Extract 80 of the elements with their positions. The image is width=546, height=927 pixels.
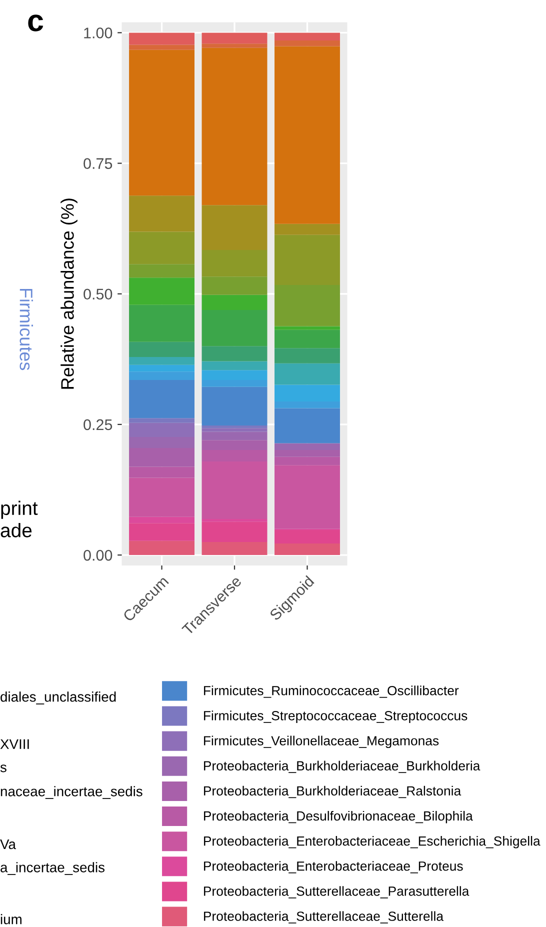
y-tick-label: 0.75 bbox=[84, 158, 112, 169]
bar bbox=[129, 278, 194, 305]
bar bbox=[129, 418, 194, 423]
legend-label: Proteobacteria_Enterobacteriaceae_Escherichia_Shigella bbox=[204, 836, 540, 848]
bar bbox=[202, 346, 268, 362]
bar bbox=[129, 44, 194, 50]
text: a_incertae_sedis bbox=[0, 862, 105, 875]
bar bbox=[274, 348, 340, 364]
legend-label: Proteobacteria_Enterobacteriaceae_Proteus bbox=[204, 861, 463, 874]
y-tick-label: 0.00 bbox=[84, 550, 112, 561]
bar bbox=[202, 361, 268, 370]
bar bbox=[129, 232, 194, 264]
bar bbox=[129, 357, 194, 365]
bar bbox=[274, 326, 340, 330]
bar bbox=[202, 48, 268, 206]
bar bbox=[274, 224, 340, 235]
bar bbox=[129, 478, 194, 517]
legend-label: Firmicutes_Streptococcaceae_Streptococcus bbox=[204, 710, 468, 723]
bar bbox=[202, 462, 268, 519]
bar bbox=[129, 196, 194, 232]
bar bbox=[129, 380, 194, 418]
bar bbox=[129, 448, 194, 467]
bar bbox=[274, 32, 340, 41]
bar bbox=[129, 264, 194, 278]
bar bbox=[202, 425, 268, 428]
bar bbox=[202, 440, 268, 450]
bar bbox=[274, 46, 340, 224]
text: Firmicutes bbox=[20, 288, 33, 370]
y-tick-label: 0.50 bbox=[84, 288, 112, 300]
bar bbox=[202, 250, 268, 277]
bar bbox=[274, 40, 340, 46]
bar bbox=[129, 50, 194, 196]
bar bbox=[274, 450, 340, 457]
bar bbox=[129, 32, 194, 45]
bar bbox=[202, 450, 268, 462]
bar bbox=[274, 530, 340, 544]
bar bbox=[202, 294, 268, 310]
legend-label: Proteobacteria_Burkholderiaceae_Burkholderia bbox=[204, 760, 480, 773]
bar bbox=[129, 516, 194, 524]
legend-label: Proteobacteria_Sutterellaceae_Sutterella bbox=[204, 911, 444, 924]
bar bbox=[202, 276, 268, 295]
bar bbox=[274, 234, 340, 285]
text: diales_unclassified bbox=[0, 692, 116, 704]
bar bbox=[274, 363, 340, 385]
text: naceae_incertae_sedis bbox=[0, 786, 142, 799]
bar bbox=[202, 386, 268, 426]
bar bbox=[129, 466, 194, 478]
legend-label: Firmicutes_Ruminococcaceae_Oscillibacter bbox=[204, 686, 459, 698]
bar bbox=[202, 205, 268, 250]
text: Va bbox=[0, 839, 16, 850]
bar bbox=[274, 443, 340, 450]
bar bbox=[202, 432, 268, 440]
legend-label: Proteobacteria_Burkholderiaceae_Ralstonia bbox=[204, 786, 462, 798]
bar bbox=[274, 284, 340, 326]
text: c bbox=[28, 14, 44, 32]
bar bbox=[129, 540, 194, 556]
y-axis-title: Relative abundance (%) bbox=[60, 198, 78, 389]
bar bbox=[202, 32, 268, 44]
text: XVIII bbox=[0, 739, 29, 749]
bar bbox=[202, 542, 268, 556]
bar bbox=[202, 310, 268, 346]
bar bbox=[129, 523, 194, 541]
bar bbox=[129, 304, 194, 342]
y-tick-label: 1.00 bbox=[84, 28, 112, 38]
bar bbox=[202, 44, 268, 48]
text: ade bbox=[0, 523, 32, 538]
bar bbox=[129, 342, 194, 358]
legend-label: Proteobacteria_Sutterellaceae_Parasutterella bbox=[204, 886, 470, 898]
bar bbox=[274, 330, 340, 348]
text: ium bbox=[0, 914, 22, 924]
bar bbox=[274, 544, 340, 556]
legend-label: Firmicutes_Veillonellaceae_Megamonas bbox=[204, 736, 439, 748]
y-tick-label: 0.25 bbox=[84, 419, 112, 430]
bar bbox=[274, 408, 340, 444]
bar bbox=[274, 456, 340, 466]
legend-label: Proteobacteria_Desulfovibrionaceae_Bilophila bbox=[204, 810, 473, 824]
text: print bbox=[1, 500, 38, 519]
text: s bbox=[0, 764, 6, 772]
bar bbox=[202, 522, 268, 542]
bar bbox=[274, 465, 340, 529]
